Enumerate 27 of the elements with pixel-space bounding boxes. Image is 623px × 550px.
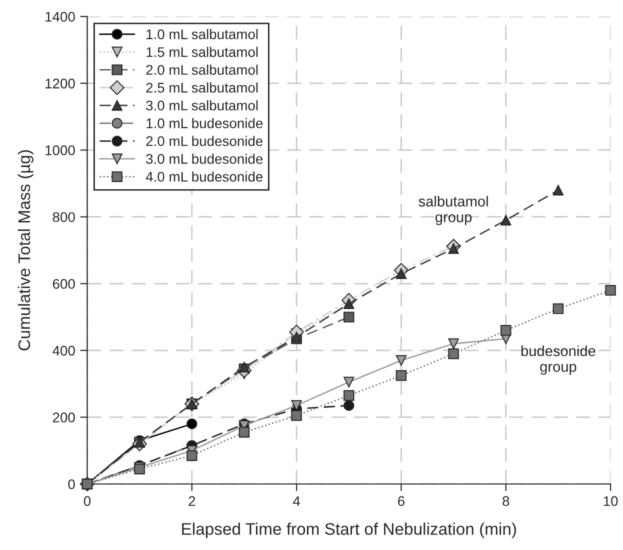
- legend-label: 3.0 mL budesonide: [146, 154, 263, 164]
- legend-label: 2.0 mL salbutamol: [146, 64, 258, 75]
- y-tick-label: 0: [68, 479, 75, 490]
- y-tick-label: 1000: [46, 145, 75, 156]
- x-tick-label: 10: [604, 496, 618, 506]
- x-axis-title: Elapsed Time from Start of Nebulization (min): [182, 522, 516, 538]
- y-tick-label: 400: [52, 346, 75, 356]
- legend-label: 4.0 mL budesonide: [146, 171, 263, 182]
- y-axis-title: Cumulative Total Mass (µg): [18, 150, 34, 350]
- legend-label: 3.0 mL salbutamol: [146, 100, 258, 110]
- y-tick-label: 200: [52, 412, 75, 422]
- legend-label: 1.5 mL salbutamol: [146, 46, 258, 58]
- legend-label: 1.0 mL budesonide: [146, 118, 263, 128]
- x-tick-label: 0: [84, 496, 91, 506]
- x-tick-label: 2: [188, 496, 196, 506]
- y-tick-label: 600: [52, 278, 75, 289]
- legend-label: 1.0 mL salbutamol: [146, 29, 258, 40]
- y-tick-label: 1400: [46, 12, 75, 22]
- y-tick-label: 1200: [46, 78, 75, 88]
- legend-label: 2.5 mL salbutamol: [146, 82, 258, 93]
- annotation: salbutamol group: [418, 196, 488, 226]
- x-tick-label: 8: [502, 496, 510, 506]
- y-tick-label: 800: [52, 212, 75, 222]
- annotation: budesonide group: [521, 345, 596, 375]
- legend-label: 2.0 mL budesonide: [146, 136, 263, 146]
- x-tick-label: 4: [293, 496, 300, 506]
- x-tick-label: 6: [398, 496, 404, 506]
